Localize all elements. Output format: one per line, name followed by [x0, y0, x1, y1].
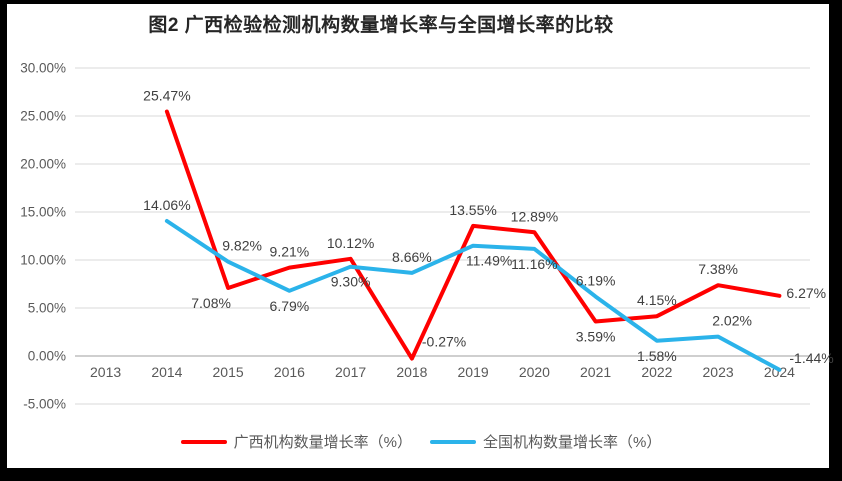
y-axis-tick-label: 15.00% — [20, 205, 66, 220]
data-label-national-2018: 8.66% — [392, 249, 432, 265]
data-label-guangxi-2017: 10.12% — [327, 235, 374, 251]
series-line-national — [164, 219, 782, 372]
data-label-guangxi-2023: 7.38% — [698, 261, 738, 277]
data-label-national-2015: 9.82% — [222, 238, 262, 254]
data-label-national-2019: 11.49% — [466, 253, 512, 269]
x-axis-tick-label: 2019 — [458, 364, 489, 380]
chart-title: 图2 广西检验检测机构数量增长率与全国增长率的比较 — [148, 15, 614, 36]
x-axis-tick-label: 2020 — [519, 364, 550, 380]
data-label-guangxi-2022: 4.15% — [637, 292, 677, 308]
data-label-national-2023: 2.02% — [712, 313, 752, 329]
data-label-national-2016: 6.79% — [270, 298, 310, 314]
x-axis-tick-label: 2013 — [90, 364, 121, 380]
data-label-national-2022: 1.58% — [637, 348, 677, 364]
x-axis-tick-label: 2015 — [213, 364, 244, 380]
y-axis-tick-label: 10.00% — [20, 253, 66, 268]
legend-label-guangxi: 广西机构数量增长率（%） — [233, 434, 412, 451]
data-label-guangxi-2018: -0.27% — [422, 334, 466, 350]
legend-item-guangxi: 广西机构数量增长率（%） — [180, 431, 412, 452]
data-label-national-2021: 6.19% — [576, 273, 616, 289]
y-axis-tick-label: 0.00% — [28, 349, 66, 364]
data-label-national-2017: 9.30% — [331, 274, 371, 290]
x-axis-tick-label: 2017 — [335, 364, 366, 380]
data-label-national-2020: 11.16% — [511, 256, 557, 272]
data-label-guangxi-2020: 12.89% — [511, 208, 558, 224]
data-label-guangxi-2015: 7.08% — [191, 295, 231, 311]
data-label-guangxi-2024: 6.27% — [786, 285, 826, 301]
x-axis-tick-label: 2022 — [641, 364, 672, 380]
y-axis-tick-label: 5.00% — [28, 301, 66, 316]
data-label-national-2024: -1.44% — [789, 350, 833, 366]
y-axis-tick-label: 30.00% — [20, 61, 66, 76]
x-axis-tick-label: 2024 — [764, 364, 795, 380]
x-axis-tick-label: 2021 — [580, 364, 611, 380]
y-axis-tick-label: 20.00% — [20, 157, 66, 172]
legend-item-national: 全国机构数量增长率（%） — [430, 431, 661, 452]
x-axis-tick-label: 2018 — [396, 364, 427, 380]
x-axis-tick-label: 2023 — [703, 364, 734, 380]
x-axis-tick-label: 2014 — [151, 364, 182, 380]
legend-label-national: 全国机构数量增长率（%） — [483, 434, 662, 451]
data-label-guangxi-2021: 3.59% — [576, 329, 616, 345]
y-axis-tick-label: 25.00% — [20, 109, 66, 124]
data-label-guangxi-2019: 13.55% — [449, 202, 496, 218]
y-axis-tick-label: -5.00% — [23, 397, 66, 412]
legend-swatch-guangxi-icon — [180, 439, 227, 444]
data-label-national-2014: 14.06% — [143, 197, 190, 213]
chart-legend: 广西机构数量增长率（%） 全国机构数量增长率（%） — [0, 431, 842, 452]
chart-canvas — [7, 4, 829, 468]
data-label-guangxi-2016: 9.21% — [270, 244, 310, 260]
data-label-guangxi-2014: 25.47% — [143, 88, 190, 104]
series-line-guangxi — [164, 109, 782, 361]
legend-swatch-national-icon — [430, 439, 476, 444]
x-axis-tick-label: 2016 — [274, 364, 305, 380]
